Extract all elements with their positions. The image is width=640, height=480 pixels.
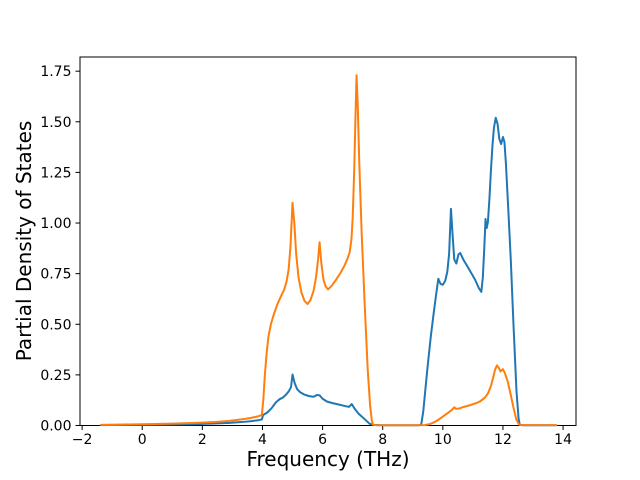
y-axis-label: Partial Density of States xyxy=(12,121,36,362)
y-tick-label: 0.25 xyxy=(40,368,71,384)
plot-area: −2 0 2 4 6 8 10 12 14 0.00 0.25 0.50 0.75 1.00 1.25 1.5… xyxy=(40,56,577,448)
x-tick-label: 8 xyxy=(378,432,387,448)
y-tick-label: 0.75 xyxy=(40,267,71,283)
axes-frame xyxy=(79,56,577,426)
y-tick-label: 1.00 xyxy=(40,216,71,232)
y-tick-label: 1.50 xyxy=(40,115,71,131)
x-tick-label: 2 xyxy=(198,432,207,448)
y-tick-label: 1.75 xyxy=(40,64,71,80)
x-axis-label: Frequency (THz) xyxy=(246,447,409,471)
x-tick-label: −2 xyxy=(72,432,93,448)
y-tick-label: 0.00 xyxy=(40,419,71,435)
x-tick-label: 12 xyxy=(494,432,512,448)
x-tick-label: 10 xyxy=(434,432,452,448)
series-line-blue xyxy=(100,116,558,427)
x-tick-label: 6 xyxy=(318,432,327,448)
x-tick-label: 0 xyxy=(138,432,147,448)
x-tick-label: 4 xyxy=(258,432,267,448)
y-tick-label: 0.50 xyxy=(40,317,71,333)
x-tick-label: 14 xyxy=(554,432,572,448)
series-line-orange xyxy=(100,74,558,427)
y-tick-label: 1.25 xyxy=(40,165,71,181)
